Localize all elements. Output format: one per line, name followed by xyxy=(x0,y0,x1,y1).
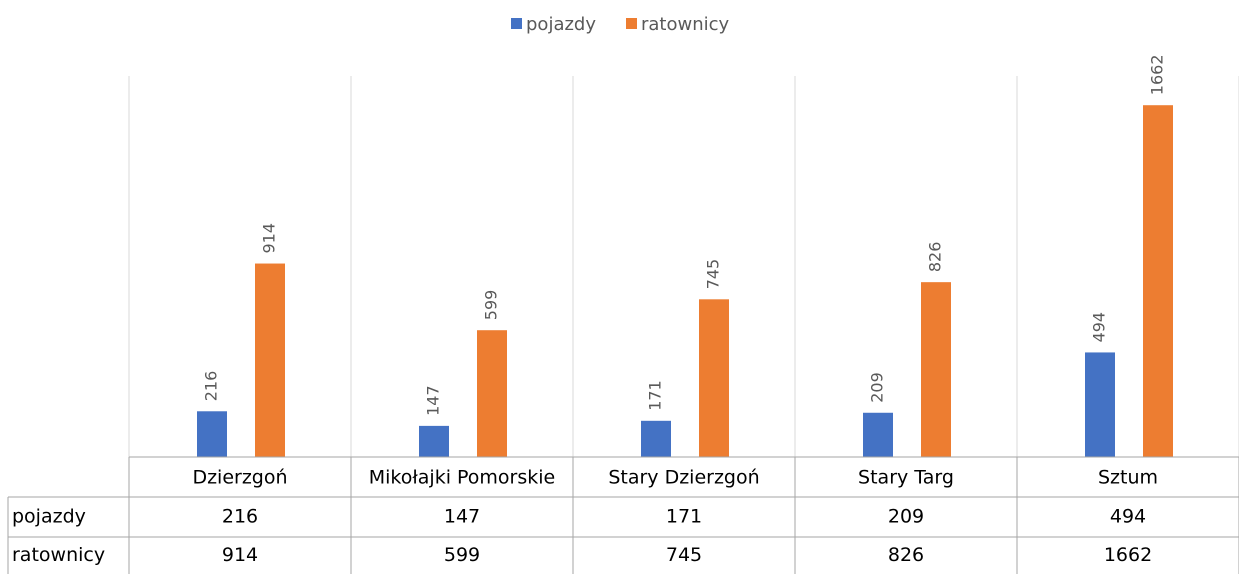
bar xyxy=(1085,352,1115,457)
x-tick-label: Mikołajki Pomorskie xyxy=(369,467,555,489)
data-label: 494 xyxy=(1090,312,1109,343)
table-cell: 209 xyxy=(888,506,924,528)
bar xyxy=(863,412,893,457)
bar xyxy=(197,411,227,457)
x-tick-label: Sztum xyxy=(1098,467,1158,489)
data-label: 209 xyxy=(868,372,887,403)
x-tick-label: Dzierzgoń xyxy=(192,467,287,489)
legend-swatch xyxy=(511,18,522,29)
data-label: 599 xyxy=(482,290,501,321)
table-cell: 914 xyxy=(222,544,258,566)
bar xyxy=(419,425,449,457)
table-row-label: ratownicy xyxy=(12,544,105,566)
data-label: 1662 xyxy=(1148,54,1167,95)
legend-label: pojazdy xyxy=(526,14,596,35)
table-cell: 147 xyxy=(444,506,480,528)
table-row-label: pojazdy xyxy=(12,506,86,528)
legend-swatch xyxy=(626,18,637,29)
x-tick-label: Stary Targ xyxy=(858,467,954,489)
bar xyxy=(1143,105,1173,458)
data-label: 914 xyxy=(260,223,279,254)
table-cell: 599 xyxy=(444,544,480,566)
bar xyxy=(699,299,729,457)
table-cell: 216 xyxy=(222,506,258,528)
table-cell: 826 xyxy=(888,544,924,566)
table-cell: 494 xyxy=(1110,506,1146,528)
x-tick-label: Stary Dzierzgoń xyxy=(608,467,759,489)
data-label: 171 xyxy=(646,380,665,411)
bar xyxy=(641,420,671,457)
bar xyxy=(921,282,951,457)
data-label: 216 xyxy=(202,371,221,402)
table-cell: 745 xyxy=(666,544,702,566)
table-cell: 1662 xyxy=(1104,544,1152,566)
data-label: 745 xyxy=(704,259,723,290)
data-label: 826 xyxy=(926,242,945,273)
bar xyxy=(477,330,507,457)
bar xyxy=(255,263,285,457)
table-cell: 171 xyxy=(666,506,702,528)
data-label: 147 xyxy=(424,385,443,416)
legend-label: ratownicy xyxy=(641,14,730,35)
